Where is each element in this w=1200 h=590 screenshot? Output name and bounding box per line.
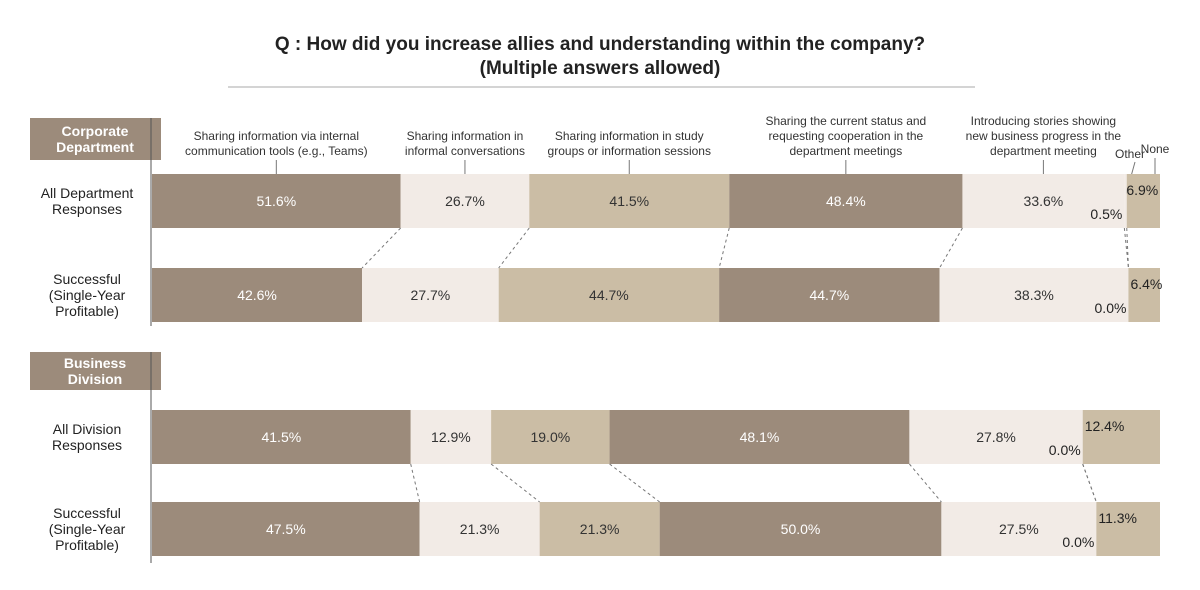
bar-segment <box>1128 268 1160 322</box>
bar-segment <box>539 502 660 556</box>
bar-segment <box>400 174 530 228</box>
data-label: 27.7% <box>411 287 451 303</box>
row-label: Successful <box>53 505 121 521</box>
bar-segment <box>719 268 940 322</box>
data-label-none: 12.4% <box>1085 418 1125 434</box>
category-label: new business progress in the <box>966 129 1122 143</box>
chart-title: Q : How did you increase allies and unde… <box>275 34 925 55</box>
bar-segment <box>659 502 942 556</box>
chart-subtitle: (Multiple answers allowed) <box>480 58 721 79</box>
bar-segment <box>609 410 910 464</box>
data-label: 21.3% <box>460 521 500 537</box>
bar-segment <box>410 410 492 464</box>
bar-segment <box>498 268 720 322</box>
bar-segment <box>419 502 540 556</box>
data-label: 48.4% <box>826 193 866 209</box>
connector-line <box>609 463 660 503</box>
data-label: 27.5% <box>999 521 1039 537</box>
bar-segment <box>1082 410 1160 464</box>
category-label: Sharing information in study <box>555 129 704 143</box>
data-label: 51.6% <box>256 193 296 209</box>
category-label-other: Other <box>1115 147 1145 161</box>
bar-segment <box>941 502 1097 556</box>
bar-segment <box>362 268 499 322</box>
connector-line <box>498 227 530 269</box>
plot-area: Sharing information via internalcommunic… <box>30 114 1170 563</box>
data-label: 41.5% <box>609 193 649 209</box>
bar-segment <box>962 174 1125 228</box>
bar-segment <box>152 174 401 228</box>
data-label: 48.1% <box>740 429 780 445</box>
category-label: communication tools (e.g., Teams) <box>185 144 368 158</box>
connector-line <box>1126 227 1129 269</box>
row-label: (Single-Year <box>49 521 126 537</box>
bar-segment <box>939 268 1129 322</box>
data-label: 44.7% <box>589 287 629 303</box>
category-label: Sharing information in <box>407 129 524 143</box>
data-label-none: 6.9% <box>1126 182 1158 198</box>
category-label: informal conversations <box>405 144 525 158</box>
bar-segment <box>529 174 730 228</box>
connector-line <box>1082 463 1097 503</box>
section-header-label: Division <box>68 371 122 387</box>
bar-segment <box>729 174 963 228</box>
bar-segment <box>1124 174 1127 228</box>
category-label: groups or information sessions <box>548 144 711 158</box>
row-label: (Single-Year <box>49 287 126 303</box>
connector-line <box>490 463 540 503</box>
data-label-none: 6.4% <box>1130 276 1162 292</box>
connector-line <box>909 463 942 503</box>
category-label: Introducing stories showing <box>971 114 1116 128</box>
connector-line <box>939 227 963 269</box>
bar-segment <box>1126 174 1160 228</box>
data-label: 42.6% <box>237 287 277 303</box>
bar-segment <box>491 410 610 464</box>
data-label: 33.6% <box>1024 193 1064 209</box>
data-label: 41.5% <box>261 429 301 445</box>
connector-line <box>718 227 730 269</box>
section-header-label: Corporate <box>62 123 129 139</box>
row-label: Profitable) <box>55 537 119 553</box>
data-label: 19.0% <box>530 429 570 445</box>
row-label: Profitable) <box>55 303 119 319</box>
section-header <box>30 118 161 160</box>
bar-segment <box>909 410 1083 464</box>
section-header <box>30 352 161 390</box>
data-label: 26.7% <box>445 193 485 209</box>
data-label: 12.9% <box>431 429 471 445</box>
data-label: 38.3% <box>1014 287 1054 303</box>
category-label: department meetings <box>789 144 902 158</box>
connector-line <box>1123 227 1129 269</box>
category-label: requesting cooperation in the <box>768 129 923 143</box>
data-label-none: 11.3% <box>1098 510 1137 526</box>
data-label: 47.5% <box>266 521 306 537</box>
connector-line <box>361 227 401 269</box>
data-label: 50.0% <box>781 521 821 537</box>
row-label: Successful <box>53 271 121 287</box>
bar-segment <box>152 268 363 322</box>
bar-segment <box>1096 502 1160 556</box>
category-label: department meeting <box>990 144 1097 158</box>
data-label-other: 0.0% <box>1062 534 1094 550</box>
row-label: Responses <box>52 201 122 217</box>
row-label: Responses <box>52 437 122 453</box>
data-label: 44.7% <box>809 287 849 303</box>
bar-segment <box>152 502 420 556</box>
connector-line <box>410 463 421 503</box>
data-label-other: 0.0% <box>1049 442 1081 458</box>
data-label-other: 0.5% <box>1090 206 1122 222</box>
data-label-other: 0.0% <box>1095 300 1127 316</box>
category-label: Sharing the current status and <box>765 114 926 128</box>
row-label: All Department <box>41 185 134 201</box>
section-header-label: Business <box>64 355 126 371</box>
data-label: 21.3% <box>580 521 620 537</box>
data-label: 27.8% <box>976 429 1016 445</box>
section-header-label: Department <box>56 139 134 155</box>
row-label: All Division <box>53 421 121 437</box>
category-label: Sharing information via internal <box>194 129 359 143</box>
category-label-none: None <box>1141 142 1170 156</box>
bar-segment <box>152 410 411 464</box>
